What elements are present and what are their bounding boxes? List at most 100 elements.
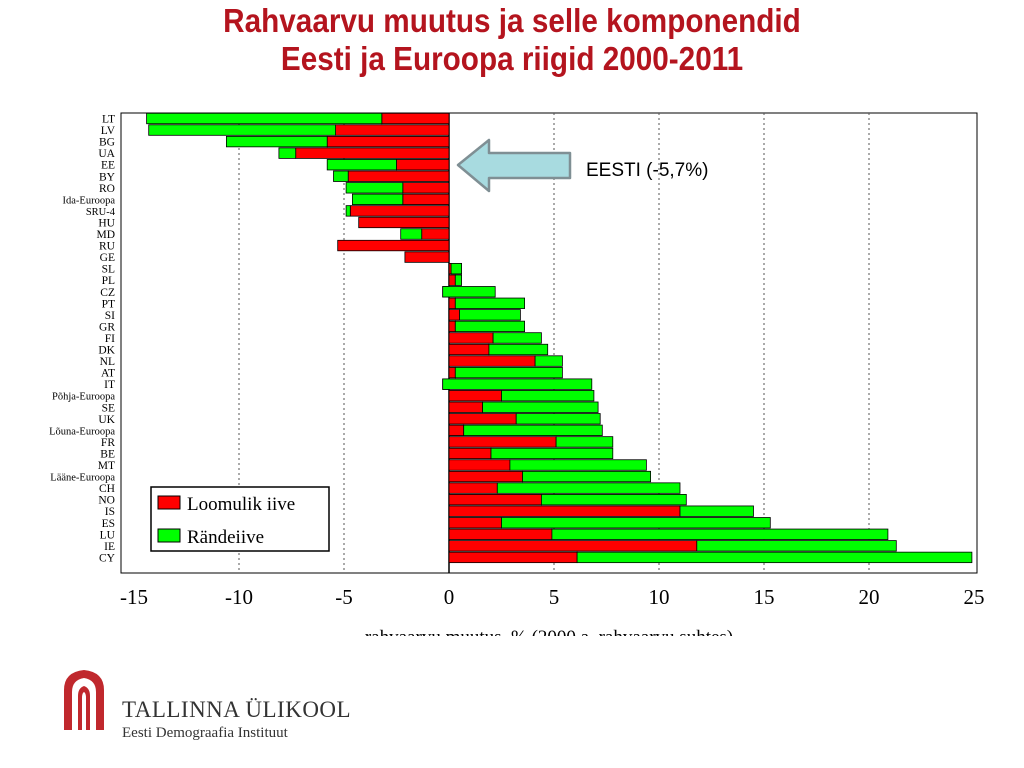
legend: Loomulik iive Rändeiive bbox=[150, 486, 330, 552]
bar-net-migration bbox=[496, 482, 681, 494]
bar-natural-increase bbox=[448, 436, 557, 448]
bar-natural-increase bbox=[347, 170, 450, 182]
category-label: LU bbox=[100, 529, 116, 541]
category-label: Põhja-Euroopa bbox=[52, 392, 115, 403]
category-label: MT bbox=[98, 460, 115, 472]
bar-net-migration bbox=[278, 147, 297, 159]
category-label: SI bbox=[105, 310, 115, 322]
bar-net-migration bbox=[463, 424, 603, 437]
bar-natural-increase bbox=[404, 251, 450, 263]
x-tick-label: -10 bbox=[225, 585, 253, 609]
bar-series bbox=[146, 112, 973, 564]
category-label: AT bbox=[101, 368, 115, 380]
category-label: UA bbox=[98, 148, 115, 160]
category-label: BY bbox=[99, 171, 116, 183]
legend-swatch-natural bbox=[157, 495, 181, 510]
category-label: ES bbox=[102, 518, 115, 530]
bar-net-migration bbox=[509, 459, 647, 471]
x-tick-label: -15 bbox=[120, 585, 148, 609]
bar-net-migration bbox=[146, 112, 383, 125]
bar-net-migration bbox=[345, 182, 404, 194]
bar-net-migration bbox=[541, 493, 687, 506]
institute-name: Eesti Demograafia Instituut bbox=[122, 725, 288, 741]
legend-label-natural: Loomulik iive bbox=[187, 494, 295, 515]
category-label: FI bbox=[105, 333, 115, 345]
bar-natural-increase bbox=[448, 366, 456, 379]
estonia-annotation: EESTI (-5,7%) bbox=[586, 160, 708, 181]
category-label: MD bbox=[96, 229, 115, 241]
bar-net-migration bbox=[501, 517, 771, 529]
bar-net-migration bbox=[351, 193, 404, 206]
x-tick-label: -5 bbox=[335, 585, 353, 609]
bar-natural-increase bbox=[448, 332, 494, 344]
category-label: GR bbox=[99, 321, 115, 333]
bar-net-migration bbox=[501, 390, 595, 402]
bar-natural-increase bbox=[402, 193, 450, 206]
category-label: FR bbox=[101, 437, 115, 449]
x-tick-labels: -15 -10 -5 0 5 10 15 20 25 bbox=[120, 585, 985, 609]
university-name: TALLINNA ÜLIKOOL bbox=[122, 697, 352, 722]
category-label: LV bbox=[101, 125, 116, 137]
bar-net-migration bbox=[492, 332, 542, 344]
x-tick-label: 20 bbox=[859, 585, 880, 609]
slide-title: Rahvaarvu muutus ja selle komponendid Ee… bbox=[51, 2, 973, 78]
category-label: Ida-Euroopa bbox=[63, 195, 116, 206]
legend-box bbox=[150, 486, 330, 552]
bar-net-migration bbox=[333, 170, 349, 182]
bar-net-migration bbox=[454, 274, 462, 286]
bar-net-migration bbox=[490, 447, 614, 460]
bar-natural-increase bbox=[448, 274, 456, 286]
legend-label-migration: Rändeiive bbox=[187, 527, 264, 548]
bar-net-migration bbox=[459, 309, 521, 321]
bar-net-migration bbox=[450, 262, 463, 275]
bar-natural-increase bbox=[448, 390, 502, 402]
category-label: NO bbox=[98, 495, 115, 507]
bar-net-migration bbox=[148, 124, 336, 136]
bar-net-migration bbox=[454, 297, 525, 309]
bar-natural-increase bbox=[448, 355, 536, 367]
category-label: NL bbox=[100, 356, 115, 368]
category-label: Lääne-Euroopa bbox=[50, 473, 115, 484]
x-tick-label: 25 bbox=[964, 585, 985, 609]
bar-natural-increase bbox=[337, 239, 450, 252]
x-tick-label: 5 bbox=[549, 585, 560, 609]
category-label: IS bbox=[105, 506, 115, 518]
bar-net-migration bbox=[551, 528, 889, 540]
bar-net-migration bbox=[326, 159, 397, 171]
category-label: BG bbox=[99, 137, 115, 149]
bar-net-migration bbox=[515, 413, 601, 425]
bar-net-migration bbox=[400, 228, 423, 240]
title-line-1: Rahvaarvu muutus ja selle komponendid bbox=[223, 2, 801, 39]
bar-natural-increase bbox=[448, 320, 456, 333]
bar-net-migration bbox=[696, 540, 897, 552]
bar-natural-increase bbox=[448, 505, 681, 517]
bar-natural-increase bbox=[448, 401, 483, 413]
footer bbox=[0, 636, 1024, 768]
bar-net-migration bbox=[555, 436, 614, 448]
category-label: CH bbox=[99, 483, 115, 495]
bar-net-migration bbox=[454, 320, 525, 333]
estonia-pointer-arrow bbox=[456, 138, 572, 193]
bar-net-migration bbox=[679, 505, 754, 517]
bar-natural-increase bbox=[448, 309, 460, 321]
category-label: SL bbox=[102, 264, 115, 276]
bar-net-migration bbox=[225, 135, 328, 148]
bar-natural-increase bbox=[448, 540, 698, 552]
bar-natural-increase bbox=[448, 493, 542, 506]
bar-net-migration bbox=[488, 343, 549, 356]
bar-natural-increase bbox=[358, 216, 450, 229]
category-label: CY bbox=[99, 552, 116, 564]
bar-natural-increase bbox=[448, 413, 517, 425]
bar-natural-increase bbox=[349, 205, 450, 217]
category-label: IE bbox=[104, 541, 115, 553]
x-tick-label: 15 bbox=[754, 585, 775, 609]
bar-natural-increase bbox=[421, 228, 450, 240]
category-label: RU bbox=[99, 241, 116, 253]
bar-natural-increase bbox=[396, 159, 450, 171]
bar-net-migration bbox=[345, 205, 351, 217]
category-label: UK bbox=[98, 414, 115, 426]
bar-natural-increase bbox=[448, 447, 492, 460]
bar-net-migration bbox=[576, 551, 973, 564]
bar-net-migration bbox=[454, 366, 563, 379]
